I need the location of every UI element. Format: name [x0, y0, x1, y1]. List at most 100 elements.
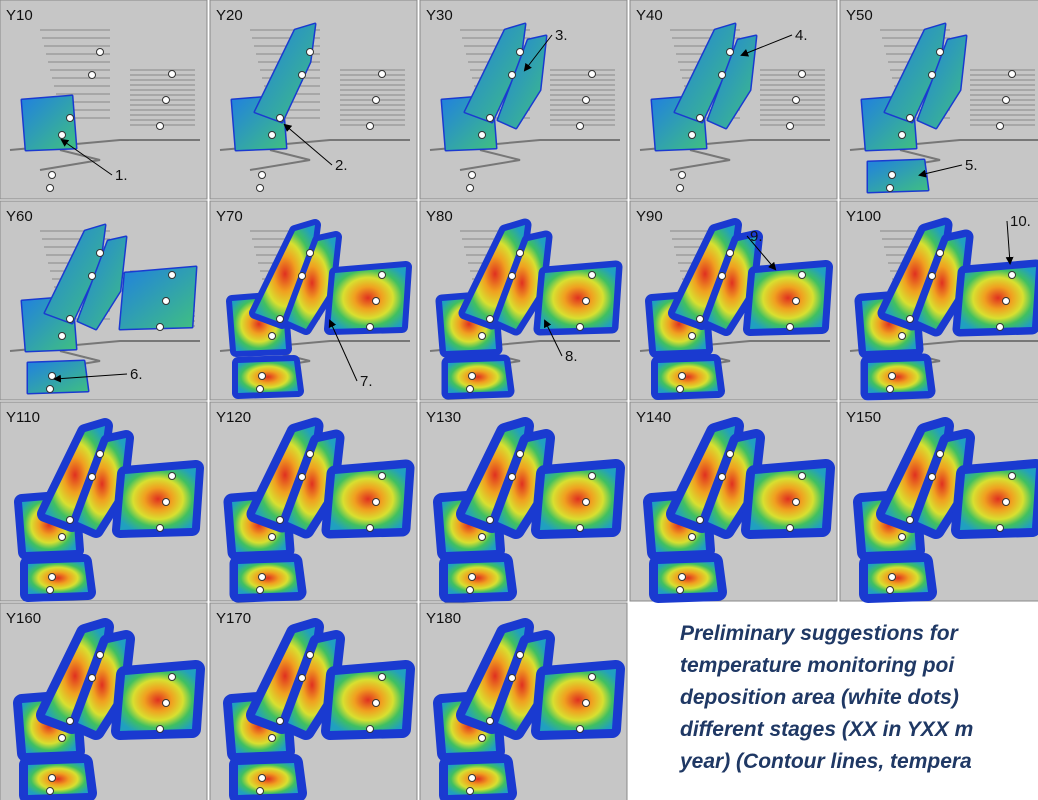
monitoring-point [793, 97, 800, 104]
monitoring-point [163, 499, 170, 506]
deposit-area [28, 763, 88, 795]
caption-line: different stages (XX in YXX m [680, 718, 973, 741]
monitoring-point [367, 123, 374, 130]
monitoring-point [277, 115, 284, 122]
monitoring-point [67, 316, 74, 323]
monitoring-point [887, 185, 894, 192]
deposit-area [448, 562, 508, 594]
monitoring-point [259, 574, 266, 581]
monitoring-point [157, 324, 164, 331]
monitoring-point [373, 298, 380, 305]
monitoring-point [793, 499, 800, 506]
monitoring-point [469, 775, 476, 782]
panel-label: Y170 [216, 610, 251, 627]
monitoring-point [469, 172, 476, 179]
monitoring-point [67, 718, 74, 725]
annotation: 6. [130, 366, 143, 383]
deposit-area [238, 763, 298, 795]
panel: Y101. [0, 0, 207, 199]
monitoring-point [583, 499, 590, 506]
monitoring-point [1009, 473, 1016, 480]
monitoring-point [299, 474, 306, 481]
monitoring-point [589, 272, 596, 279]
panel-label: Y10 [6, 7, 33, 24]
monitoring-point [677, 185, 684, 192]
monitoring-point [169, 71, 176, 78]
monitoring-point [689, 534, 696, 541]
monitoring-point [899, 534, 906, 541]
deposit-area [868, 361, 928, 393]
monitoring-point [487, 115, 494, 122]
monitoring-point [1003, 499, 1010, 506]
deposit-area [960, 267, 1036, 329]
deposit-area [750, 468, 826, 530]
deposit-area [120, 468, 196, 530]
monitoring-point [997, 123, 1004, 130]
monitoring-point [373, 700, 380, 707]
monitoring-point [577, 123, 584, 130]
monitoring-point [577, 324, 584, 331]
monitoring-point [67, 115, 74, 122]
deposit-area [28, 562, 88, 594]
deposit-area [960, 468, 1036, 530]
monitoring-point [509, 273, 516, 280]
panel: Y404. [630, 0, 837, 199]
panel-label: Y140 [636, 409, 671, 426]
monitoring-point [469, 574, 476, 581]
monitoring-point [899, 132, 906, 139]
monitoring-point [679, 373, 686, 380]
monitoring-point [59, 132, 66, 139]
monitoring-point [49, 373, 56, 380]
monitoring-point [889, 172, 896, 179]
monitoring-point [589, 674, 596, 681]
monitoring-point [367, 726, 374, 733]
monitoring-point [157, 525, 164, 532]
monitoring-point [379, 71, 386, 78]
panel: Y150 [840, 402, 1038, 601]
monitoring-point [517, 49, 524, 56]
monitoring-point [697, 316, 704, 323]
panel: Y90 9. [630, 201, 837, 400]
monitoring-point [727, 49, 734, 56]
caption-line: temperature monitoring poi [680, 654, 955, 677]
panel: Y303. [420, 0, 627, 199]
monitoring-point [997, 525, 1004, 532]
monitoring-point [277, 718, 284, 725]
monitoring-point [887, 386, 894, 393]
figure: Y101.Y202.Y303.Y404.Y505.Y606.Y707.Y808.… [0, 0, 1038, 800]
monitoring-point [467, 386, 474, 393]
deposit-area [448, 361, 508, 393]
monitoring-point [67, 517, 74, 524]
annotation: 8. [565, 348, 578, 365]
monitoring-point [589, 473, 596, 480]
caption-line: Preliminary suggestions for [680, 622, 960, 645]
deposit-area [120, 267, 196, 329]
monitoring-point [277, 316, 284, 323]
monitoring-point [937, 451, 944, 458]
monitoring-point [509, 474, 516, 481]
deposit-area [540, 669, 616, 731]
monitoring-point [299, 72, 306, 79]
annotation: 7. [360, 373, 373, 390]
monitoring-point [719, 273, 726, 280]
monitoring-point [929, 474, 936, 481]
annotation: 4. [795, 27, 808, 44]
panel-label: Y20 [216, 7, 243, 24]
monitoring-point [787, 123, 794, 130]
panel: Y170 [210, 603, 417, 800]
monitoring-point [907, 115, 914, 122]
panel-label: Y90 [636, 208, 663, 225]
panel-label: Y180 [426, 610, 461, 627]
monitoring-point [47, 185, 54, 192]
annotation: 9. [750, 228, 763, 245]
monitoring-point [929, 273, 936, 280]
monitoring-point [47, 788, 54, 795]
annotation: 5. [965, 157, 978, 174]
monitoring-point [479, 735, 486, 742]
deposit-area [330, 468, 406, 530]
monitoring-point [679, 172, 686, 179]
deposit-area [330, 669, 406, 731]
monitoring-point [487, 517, 494, 524]
monitoring-point [379, 674, 386, 681]
